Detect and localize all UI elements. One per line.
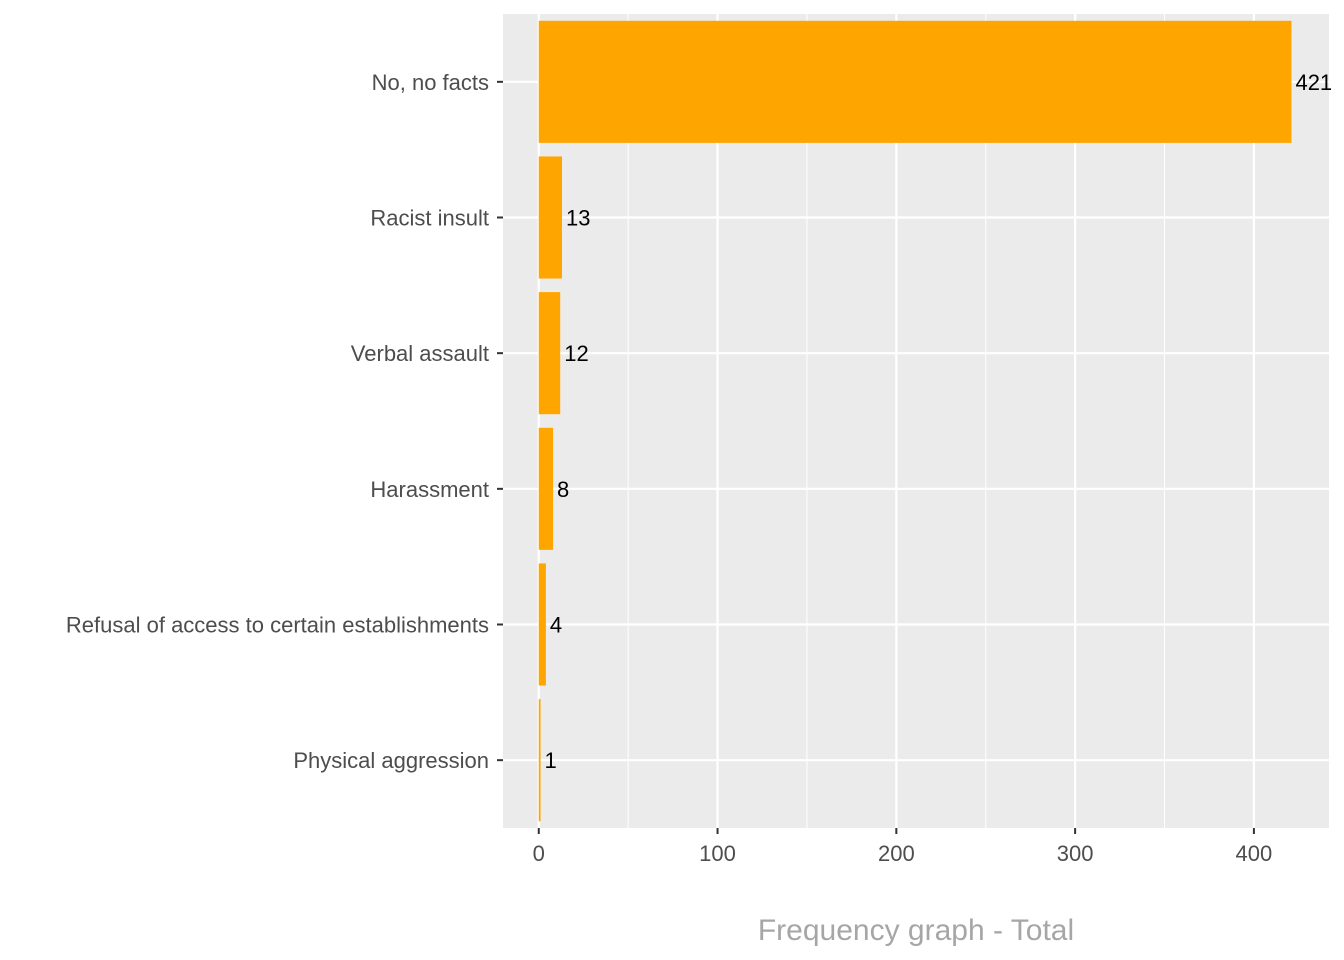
bars <box>538 20 1292 822</box>
x-tick-label: 100 <box>699 841 736 866</box>
y-tick-label: Racist insult <box>370 206 489 231</box>
bar <box>538 427 554 550</box>
data-label: 4 <box>550 613 562 638</box>
grid-minor <box>627 14 1166 828</box>
bar <box>538 292 561 415</box>
data-label: 8 <box>557 477 569 502</box>
data-label: 421 <box>1295 70 1332 95</box>
x-tick-label: 300 <box>1057 841 1094 866</box>
bar <box>538 563 546 686</box>
data-label: 12 <box>564 341 588 366</box>
y-axis: No, no facts Racist insult Verbal assault H… <box>66 70 503 773</box>
y-tick-label: Verbal assault <box>351 341 489 366</box>
y-tick-label: Refusal of access to certain establishme… <box>66 613 489 638</box>
bar <box>538 699 541 822</box>
plot-panel <box>503 14 1329 828</box>
x-axis: 0 100 200 300 400 <box>533 828 1273 866</box>
x-tick-label: 400 <box>1236 841 1273 866</box>
data-labels: 421 13 12 8 4 1 <box>545 70 1333 773</box>
y-tick-label: No, no facts <box>372 70 489 95</box>
x-tick-label: 200 <box>878 841 915 866</box>
bar <box>538 156 562 279</box>
y-tick-label: Harassment <box>370 477 489 502</box>
data-label: 1 <box>545 748 557 773</box>
y-tick-label: Physical aggression <box>293 748 489 773</box>
x-axis-title: Frequency graph - Total <box>758 914 1074 947</box>
x-tick-label: 0 <box>533 841 545 866</box>
data-label: 13 <box>566 206 590 231</box>
bar <box>538 20 1292 143</box>
